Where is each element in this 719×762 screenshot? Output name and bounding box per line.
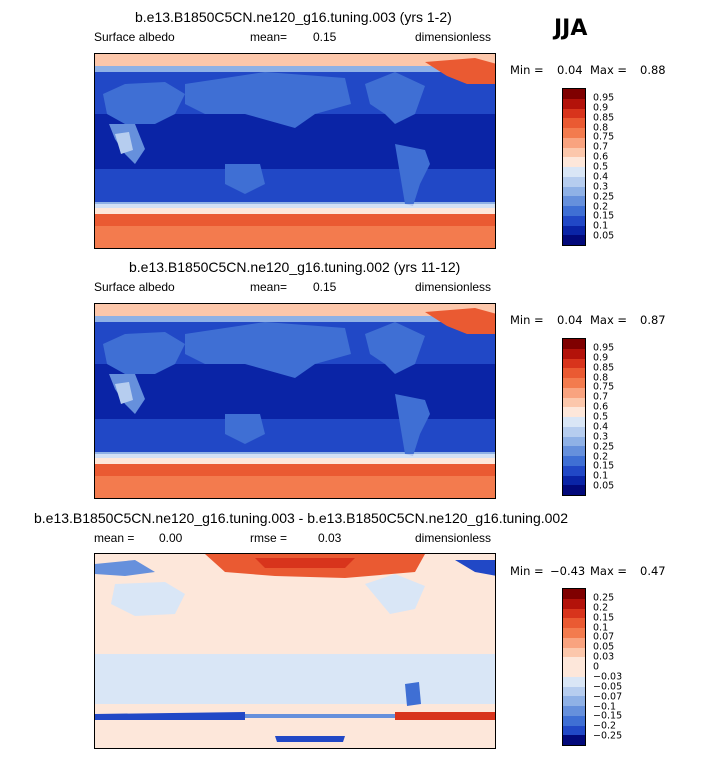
- panel1-cb-label: 0.7: [593, 141, 609, 153]
- panel3-cb-label: −0.2: [593, 720, 617, 732]
- panel3-cb-label: −0.1: [593, 701, 617, 712]
- panel2-max-label: Max =: [590, 313, 628, 327]
- panel1-cb-label: 0.25: [593, 191, 615, 203]
- panel2-mean-value: 0.15: [313, 280, 337, 294]
- panel3-cb-label: 0.15: [593, 612, 615, 624]
- panel3-mean-label: mean =: [94, 531, 135, 545]
- panel3-cb-label: 0: [593, 661, 600, 673]
- panel2-cb-label: 0.4: [593, 421, 609, 433]
- panel1-cb-label: 0.1: [593, 220, 609, 232]
- panel3-max-value: 0.47: [640, 564, 666, 578]
- panel3-rmse-label: rmse =: [250, 531, 288, 545]
- panel1-mean-value: 0.15: [313, 30, 337, 44]
- panel3-mean-value: 0.00: [159, 531, 183, 545]
- panel1-cb-label: 0.15: [593, 210, 615, 222]
- panel2-cb-label: 0.8: [593, 372, 609, 383]
- panel1-cb-label: 0.95: [593, 92, 615, 104]
- panel1-cb-label: 0.5: [593, 161, 609, 173]
- panel2-min-value: 0.04: [557, 313, 583, 327]
- panel1-cb-label: 0.2: [593, 201, 609, 212]
- panel3-cb-label: −0.15: [593, 710, 623, 722]
- panel1-min-value: 0.04: [557, 63, 583, 77]
- panel1-units: dimensionless: [415, 30, 492, 44]
- panel1-cb-label: 0.9: [593, 102, 609, 114]
- panel3-cb-label: −0.03: [593, 671, 623, 683]
- panel2-cb-label: 0.25: [593, 441, 615, 453]
- panel3-max-label: Max =: [590, 564, 628, 578]
- panel1-colorbar: [562, 88, 586, 246]
- panel3-cb-label: 0.25: [593, 592, 615, 604]
- panel2-cb-label: 0.95: [593, 342, 615, 354]
- panel2-cb-label: 0.3: [593, 431, 609, 443]
- panel3-map: [94, 553, 496, 749]
- panel1-cb-label: 0.6: [593, 151, 609, 163]
- panel2-variable-label: Surface albedo: [94, 280, 175, 294]
- panel3-cb-label: −0.25: [593, 730, 623, 742]
- panel1-cb-label: 0.75: [593, 131, 615, 143]
- panel1-cb-label: 0.4: [593, 171, 609, 183]
- panel3-cb-label: 0.03: [593, 651, 615, 663]
- panel2-cb-label: 0.05: [593, 480, 615, 492]
- panel2-cb-label: 0.7: [593, 391, 609, 403]
- season-label: JJA: [554, 16, 588, 41]
- panel3-min-label: Min =: [510, 564, 544, 578]
- panel3-units: dimensionless: [415, 531, 492, 545]
- panel1-map: [94, 53, 496, 249]
- panel2-cb-label: 0.9: [593, 352, 609, 364]
- panel2-map: [94, 303, 496, 499]
- panel3-min-value: −0.43: [550, 564, 586, 578]
- panel2-title: b.e13.B1850C5CN.ne120_g16.tuning.002 (yr…: [129, 259, 461, 275]
- panel2-cb-label: 0.5: [593, 411, 609, 423]
- panel2-cb-label: 0.2: [593, 451, 609, 462]
- panel2-colorbar: [562, 338, 586, 496]
- panel1-min-label: Min =: [510, 63, 544, 77]
- panel1-mean-label: mean=: [250, 30, 288, 44]
- panel1-max-label: Max =: [590, 63, 628, 77]
- panel3-cb-label: 0.1: [593, 622, 609, 633]
- panel2-min-label: Min =: [510, 313, 544, 327]
- panel2-cb-label: 0.85: [593, 362, 615, 374]
- panel2-cb-label: 0.6: [593, 401, 609, 413]
- panel3-cb-label: 0.2: [593, 602, 609, 614]
- panel3-cb-label: −0.07: [593, 691, 623, 703]
- panel2-cb-label: 0.1: [593, 470, 609, 482]
- panel3-cb-label: −0.05: [593, 681, 623, 693]
- panel2-cb-label: 0.75: [593, 381, 615, 393]
- panel2-cb-label: 0.15: [593, 460, 615, 472]
- panel3-title: b.e13.B1850C5CN.ne120_g16.tuning.003 - b…: [34, 510, 568, 526]
- panel1-variable-label: Surface albedo: [94, 30, 175, 44]
- panel1-cb-label: 0.8: [593, 122, 609, 133]
- panel1-title: b.e13.B1850C5CN.ne120_g16.tuning.003 (yr…: [135, 9, 452, 25]
- panel1-cb-label: 0.3: [593, 181, 609, 193]
- panel1-max-value: 0.88: [640, 63, 666, 77]
- panel3-cb-label: 0.05: [593, 641, 615, 653]
- panel2-units: dimensionless: [415, 280, 492, 294]
- panel3-rmse-value: 0.03: [318, 531, 342, 545]
- panel1-cb-label: 0.85: [593, 112, 615, 124]
- panel3-cb-label: 0.07: [593, 631, 615, 643]
- panel1-cb-label: 0.05: [593, 230, 615, 242]
- panel2-mean-label: mean=: [250, 280, 288, 294]
- panel3-colorbar: [562, 588, 586, 746]
- panel2-max-value: 0.87: [640, 313, 666, 327]
